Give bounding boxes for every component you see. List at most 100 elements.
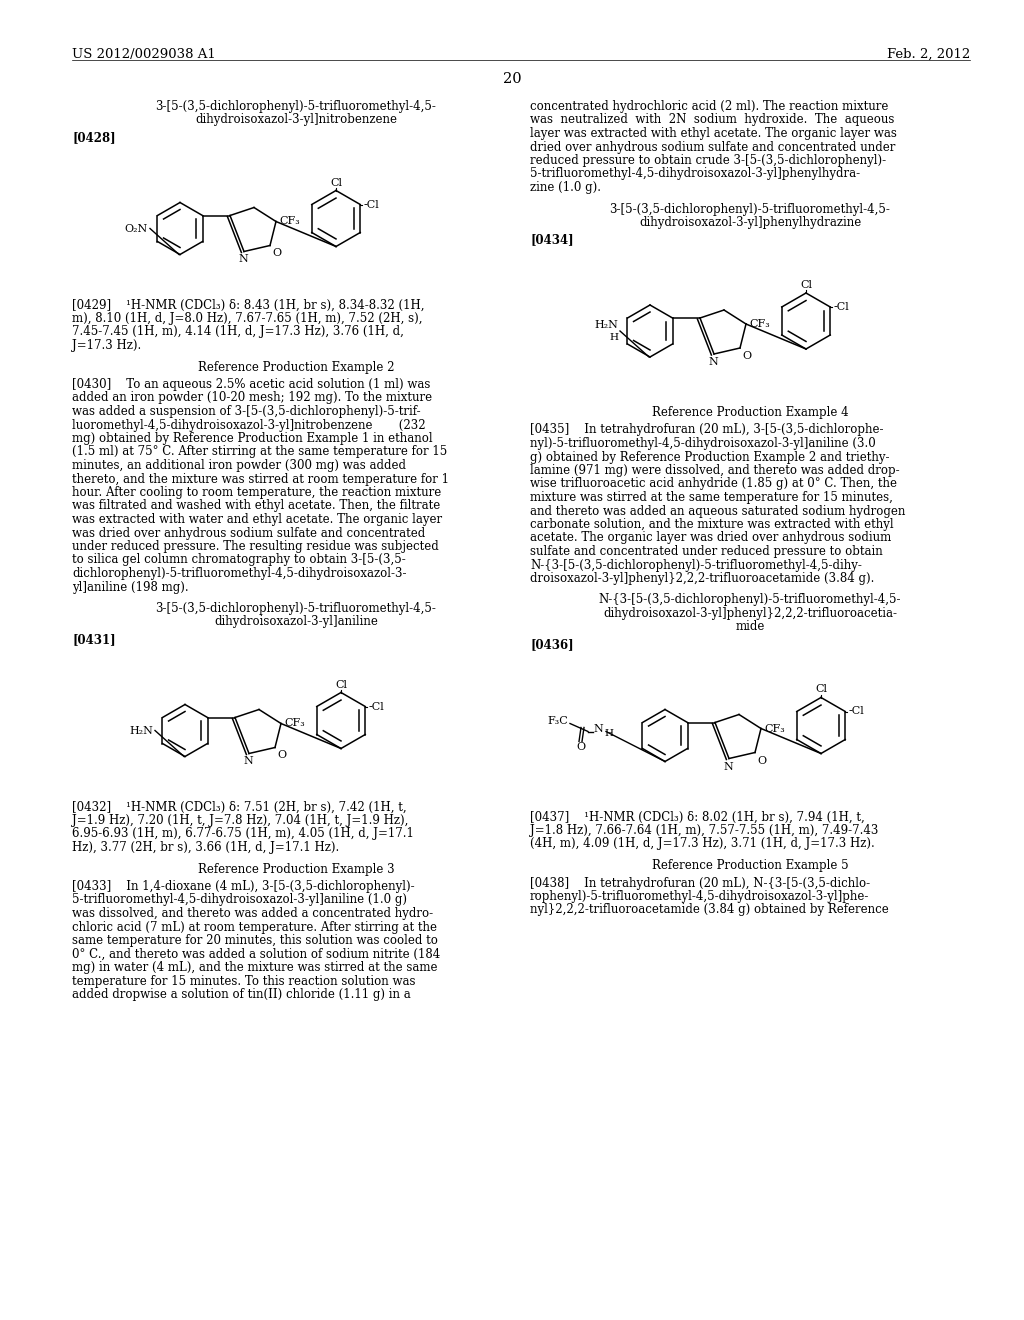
Text: H₂N: H₂N [594, 319, 618, 330]
Text: lamine (971 mg) were dissolved, and thereto was added drop-: lamine (971 mg) were dissolved, and ther… [530, 465, 900, 477]
Text: O₂N: O₂N [125, 223, 148, 234]
Text: chloric acid (7 mL) at room temperature. After stirring at the: chloric acid (7 mL) at room temperature.… [72, 920, 437, 933]
Text: Reference Production Example 3: Reference Production Example 3 [198, 862, 394, 875]
Text: [0431]: [0431] [72, 634, 116, 645]
Text: F₃C: F₃C [547, 717, 568, 726]
Text: H₂N: H₂N [129, 726, 153, 735]
Text: Cl: Cl [800, 280, 812, 290]
Text: J=1.8 Hz), 7.66-7.64 (1H, m), 7.57-7.55 (1H, m), 7.49-7.43: J=1.8 Hz), 7.66-7.64 (1H, m), 7.57-7.55 … [530, 824, 879, 837]
Text: layer was extracted with ethyl acetate. The organic layer was: layer was extracted with ethyl acetate. … [530, 127, 897, 140]
Text: 3-[5-(3,5-dichlorophenyl)-5-trifluoromethyl-4,5-: 3-[5-(3,5-dichlorophenyl)-5-trifluoromet… [156, 602, 436, 615]
Text: was  neutralized  with  2N  sodium  hydroxide.  The  aqueous: was neutralized with 2N sodium hydroxide… [530, 114, 894, 127]
Text: mg) obtained by Reference Production Example 1 in ethanol: mg) obtained by Reference Production Exa… [72, 432, 432, 445]
Text: 0° C., and thereto was added a solution of sodium nitrite (184: 0° C., and thereto was added a solution … [72, 948, 440, 961]
Text: N: N [709, 356, 718, 367]
Text: [0429]    ¹H-NMR (CDCl₃) δ: 8.43 (1H, br s), 8.34-8.32 (1H,: [0429] ¹H-NMR (CDCl₃) δ: 8.43 (1H, br s)… [72, 298, 425, 312]
Text: hour. After cooling to room temperature, the reaction mixture: hour. After cooling to room temperature,… [72, 486, 441, 499]
Text: and thereto was added an aqueous saturated sodium hydrogen: and thereto was added an aqueous saturat… [530, 504, 905, 517]
Text: 3-[5-(3,5-dichlorophenyl)-5-trifluoromethyl-4,5-: 3-[5-(3,5-dichlorophenyl)-5-trifluoromet… [609, 202, 891, 215]
Text: [0435]    In tetrahydrofuran (20 mL), 3-[5-(3,5-dichlorophe-: [0435] In tetrahydrofuran (20 mL), 3-[5-… [530, 424, 884, 437]
Text: N: N [239, 255, 248, 264]
Text: N: N [723, 762, 733, 771]
Text: -Cl: -Cl [834, 302, 849, 312]
Text: CF₃: CF₃ [764, 723, 784, 734]
Text: mide: mide [735, 620, 765, 634]
Text: [0432]    ¹H-NMR (CDCl₃) δ: 7.51 (2H, br s), 7.42 (1H, t,: [0432] ¹H-NMR (CDCl₃) δ: 7.51 (2H, br s)… [72, 800, 407, 813]
Text: [0438]    In tetrahydrofuran (20 mL), N-{3-[5-(3,5-dichlo-: [0438] In tetrahydrofuran (20 mL), N-{3-… [530, 876, 870, 890]
Text: dihydroisoxazol-3-yl]phenyl}2,2,2-trifluoroacetia-: dihydroisoxazol-3-yl]phenyl}2,2,2-triflu… [603, 607, 897, 620]
Text: 20: 20 [503, 73, 521, 86]
Text: J=17.3 Hz).: J=17.3 Hz). [72, 339, 141, 352]
Text: Cl: Cl [330, 177, 342, 187]
Text: yl]aniline (198 mg).: yl]aniline (198 mg). [72, 581, 188, 594]
Text: O: O [278, 751, 286, 760]
Text: was dried over anhydrous sodium sulfate and concentrated: was dried over anhydrous sodium sulfate … [72, 527, 425, 540]
Text: wise trifluoroacetic acid anhydride (1.85 g) at 0° C. Then, the: wise trifluoroacetic acid anhydride (1.8… [530, 478, 897, 491]
Text: zine (1.0 g).: zine (1.0 g). [530, 181, 601, 194]
Text: nyl)-5-trifluoromethyl-4,5-dihydroisoxazol-3-yl]aniline (3.0: nyl)-5-trifluoromethyl-4,5-dihydroisoxaz… [530, 437, 876, 450]
Text: O: O [272, 248, 282, 259]
Text: dihydroisoxazol-3-yl]phenylhydrazine: dihydroisoxazol-3-yl]phenylhydrazine [639, 216, 861, 228]
Text: rophenyl)-5-trifluoromethyl-4,5-dihydroisoxazol-3-yl]phe-: rophenyl)-5-trifluoromethyl-4,5-dihydroi… [530, 890, 869, 903]
Text: (1.5 ml) at 75° C. After stirring at the same temperature for 15: (1.5 ml) at 75° C. After stirring at the… [72, 446, 447, 458]
Text: [0433]    In 1,4-dioxane (4 mL), 3-[5-(3,5-dichlorophenyl)-: [0433] In 1,4-dioxane (4 mL), 3-[5-(3,5-… [72, 880, 415, 894]
Text: Reference Production Example 5: Reference Production Example 5 [651, 859, 848, 873]
Text: to silica gel column chromatography to obtain 3-[5-(3,5-: to silica gel column chromatography to o… [72, 553, 406, 566]
Text: was extracted with water and ethyl acetate. The organic layer: was extracted with water and ethyl aceta… [72, 513, 442, 525]
Text: 5-trifluoromethyl-4,5-dihydroisoxazol-3-yl]aniline (1.0 g): 5-trifluoromethyl-4,5-dihydroisoxazol-3-… [72, 894, 407, 907]
Text: N-{3-[5-(3,5-dichlorophenyl)-5-trifluoromethyl-4,5-: N-{3-[5-(3,5-dichlorophenyl)-5-trifluoro… [599, 594, 901, 606]
Text: dihydroisoxazol-3-yl]nitrobenzene: dihydroisoxazol-3-yl]nitrobenzene [195, 114, 397, 127]
Text: m), 8.10 (1H, d, J=8.0 Hz), 7.67-7.65 (1H, m), 7.52 (2H, s),: m), 8.10 (1H, d, J=8.0 Hz), 7.67-7.65 (1… [72, 312, 423, 325]
Text: 5-trifluoromethyl-4,5-dihydroisoxazol-3-yl]phenylhydra-: 5-trifluoromethyl-4,5-dihydroisoxazol-3-… [530, 168, 860, 181]
Text: H: H [604, 729, 613, 738]
Text: droisoxazol-3-yl]phenyl}2,2,2-trifluoroacetamide (3.84 g).: droisoxazol-3-yl]phenyl}2,2,2-trifluoroa… [530, 572, 874, 585]
Text: same temperature for 20 minutes, this solution was cooled to: same temperature for 20 minutes, this so… [72, 935, 438, 946]
Text: concentrated hydrochloric acid (2 ml). The reaction mixture: concentrated hydrochloric acid (2 ml). T… [530, 100, 889, 114]
Text: US 2012/0029038 A1: US 2012/0029038 A1 [72, 48, 216, 61]
Text: sulfate and concentrated under reduced pressure to obtain: sulfate and concentrated under reduced p… [530, 545, 883, 558]
Text: mg) in water (4 mL), and the mixture was stirred at the same: mg) in water (4 mL), and the mixture was… [72, 961, 437, 974]
Text: nyl}2,2,2-trifluoroacetamide (3.84 g) obtained by Reference: nyl}2,2,2-trifluoroacetamide (3.84 g) ob… [530, 903, 889, 916]
Text: -Cl: -Cl [848, 706, 864, 717]
Text: Cl: Cl [335, 680, 347, 689]
Text: CF₃: CF₃ [279, 216, 300, 227]
Text: was added a suspension of 3-[5-(3,5-dichlorophenyl)-5-trif-: was added a suspension of 3-[5-(3,5-dich… [72, 405, 421, 418]
Text: [0428]: [0428] [72, 131, 116, 144]
Text: -Cl: -Cl [364, 199, 379, 210]
Text: [0436]: [0436] [530, 638, 573, 651]
Text: g) obtained by Reference Production Example 2 and triethy-: g) obtained by Reference Production Exam… [530, 450, 890, 463]
Text: CF₃: CF₃ [749, 319, 770, 329]
Text: Hz), 3.77 (2H, br s), 3.66 (1H, d, J=17.1 Hz).: Hz), 3.77 (2H, br s), 3.66 (1H, d, J=17.… [72, 841, 339, 854]
Text: carbonate solution, and the mixture was extracted with ethyl: carbonate solution, and the mixture was … [530, 517, 894, 531]
Text: O: O [577, 742, 586, 751]
Text: O: O [742, 351, 752, 360]
Text: was filtrated and washed with ethyl acetate. Then, the filtrate: was filtrated and washed with ethyl acet… [72, 499, 440, 512]
Text: added an iron powder (10-20 mesh; 192 mg). To the mixture: added an iron powder (10-20 mesh; 192 mg… [72, 392, 432, 404]
Text: 3-[5-(3,5-dichlorophenyl)-5-trifluoromethyl-4,5-: 3-[5-(3,5-dichlorophenyl)-5-trifluoromet… [156, 100, 436, 114]
Text: -Cl: -Cl [369, 701, 384, 711]
Text: N-{3-[5-(3,5-dichlorophenyl)-5-trifluoromethyl-4,5-dihy-: N-{3-[5-(3,5-dichlorophenyl)-5-trifluoro… [530, 558, 862, 572]
Text: was dissolved, and thereto was added a concentrated hydro-: was dissolved, and thereto was added a c… [72, 907, 433, 920]
Text: dried over anhydrous sodium sulfate and concentrated under: dried over anhydrous sodium sulfate and … [530, 140, 895, 153]
Text: [0434]: [0434] [530, 234, 573, 247]
Text: J=1.9 Hz), 7.20 (1H, t, J=7.8 Hz), 7.04 (1H, t, J=1.9 Hz),: J=1.9 Hz), 7.20 (1H, t, J=7.8 Hz), 7.04 … [72, 814, 409, 828]
Text: 6.95-6.93 (1H, m), 6.77-6.75 (1H, m), 4.05 (1H, d, J=17.1: 6.95-6.93 (1H, m), 6.77-6.75 (1H, m), 4.… [72, 828, 414, 841]
Text: Cl: Cl [815, 685, 827, 694]
Text: O: O [757, 755, 766, 766]
Text: CF₃: CF₃ [284, 718, 305, 729]
Text: H: H [609, 333, 618, 342]
Text: Reference Production Example 2: Reference Production Example 2 [198, 360, 394, 374]
Text: N: N [593, 725, 603, 734]
Text: dihydroisoxazol-3-yl]aniline: dihydroisoxazol-3-yl]aniline [214, 615, 378, 628]
Text: reduced pressure to obtain crude 3-[5-(3,5-dichlorophenyl)-: reduced pressure to obtain crude 3-[5-(3… [530, 154, 886, 168]
Text: luoromethyl-4,5-dihydroisoxazol-3-yl]nitrobenzene       (232: luoromethyl-4,5-dihydroisoxazol-3-yl]nit… [72, 418, 426, 432]
Text: thereto, and the mixture was stirred at room temperature for 1: thereto, and the mixture was stirred at … [72, 473, 449, 486]
Text: dichlorophenyl)-5-trifluoromethyl-4,5-dihydroisoxazol-3-: dichlorophenyl)-5-trifluoromethyl-4,5-di… [72, 568, 407, 579]
Text: N: N [243, 756, 253, 767]
Text: [0437]    ¹H-NMR (CDCl₃) δ: 8.02 (1H, br s), 7.94 (1H, t,: [0437] ¹H-NMR (CDCl₃) δ: 8.02 (1H, br s)… [530, 810, 864, 824]
Text: Feb. 2, 2012: Feb. 2, 2012 [887, 48, 970, 61]
Text: acetate. The organic layer was dried over anhydrous sodium: acetate. The organic layer was dried ove… [530, 532, 891, 544]
Text: temperature for 15 minutes. To this reaction solution was: temperature for 15 minutes. To this reac… [72, 974, 416, 987]
Text: Reference Production Example 4: Reference Production Example 4 [651, 407, 848, 418]
Text: under reduced pressure. The resulting residue was subjected: under reduced pressure. The resulting re… [72, 540, 438, 553]
